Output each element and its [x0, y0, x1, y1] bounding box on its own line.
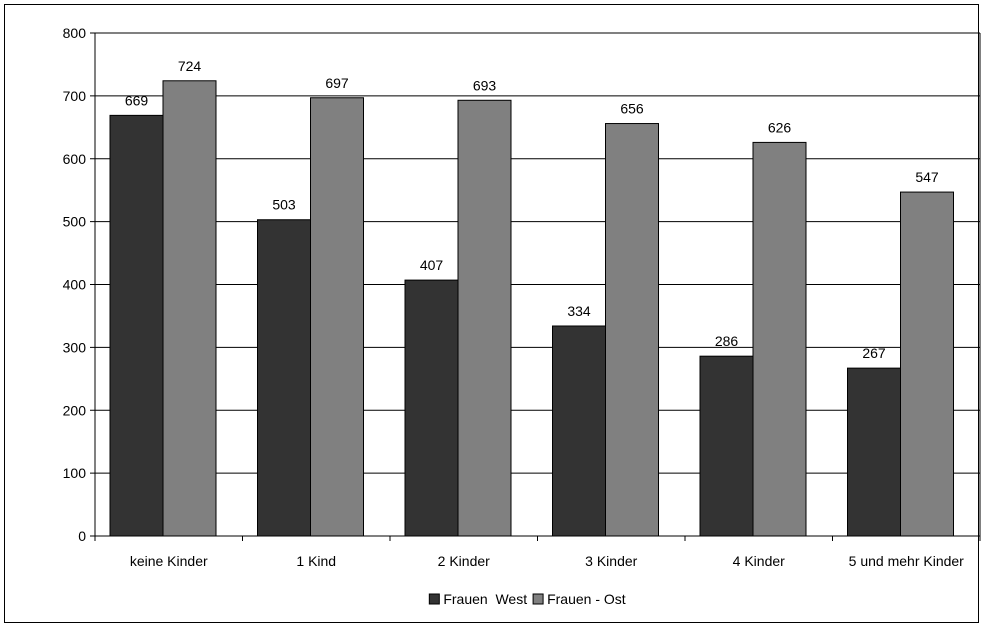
x-tick-label: 5 und mehr Kinder	[849, 553, 965, 569]
legend-label: Frauen West	[443, 591, 527, 607]
legend: Frauen West Frauen - Ost	[428, 591, 626, 607]
y-tick-label: 800	[63, 25, 87, 41]
bar	[847, 367, 901, 537]
data-label: 693	[473, 77, 497, 93]
bar	[605, 123, 659, 537]
y-tick-label: 200	[63, 402, 87, 418]
legend-label: Frauen - Ost	[547, 591, 626, 607]
x-tick-label: 4 Kinder	[733, 553, 785, 569]
x-tick-label: 1 Kind	[296, 553, 336, 569]
bar	[162, 80, 217, 537]
x-tick-label: 2 Kinder	[438, 553, 490, 569]
grid-lines	[95, 32, 981, 536]
y-tick-label: 100	[63, 465, 87, 481]
bar	[752, 141, 807, 537]
bar	[257, 219, 311, 537]
x-tick-label: 3 Kinder	[585, 553, 637, 569]
bars	[109, 80, 954, 537]
data-label: 286	[715, 333, 739, 349]
data-label: 626	[768, 119, 792, 135]
data-label: 503	[272, 197, 296, 213]
data-label: 697	[325, 75, 349, 91]
y-tick-label: 300	[63, 339, 87, 355]
y-tick-label: 400	[63, 277, 87, 293]
bar	[310, 97, 364, 537]
bar	[457, 99, 512, 537]
data-label: 334	[567, 303, 591, 319]
data-label: 669	[125, 92, 149, 108]
y-tick-label: 600	[63, 151, 87, 167]
data-label: 407	[420, 257, 444, 273]
data-label: 724	[178, 58, 202, 74]
legend-item: Frauen West	[428, 591, 527, 607]
y-tick-label: 700	[63, 88, 87, 104]
bar	[699, 355, 754, 537]
legend-swatch	[428, 593, 440, 605]
data-label: 267	[862, 345, 886, 361]
y-tick-label: 500	[63, 214, 87, 230]
legend-item: Frauen - Ost	[532, 591, 626, 607]
bar	[109, 114, 164, 537]
x-tick-label: keine Kinder	[130, 553, 208, 569]
y-tick-label: 0	[78, 528, 86, 544]
bar	[404, 279, 459, 537]
bar	[900, 191, 954, 537]
data-labels: 669 724 503 697 407 693 334 656 286 626 267 547	[125, 58, 939, 361]
axes: 0 100 200 300 400 500 600 700 800 keine Kinder 1 K…	[63, 25, 981, 569]
data-label: 656	[620, 101, 644, 117]
legend-swatch	[532, 593, 544, 605]
data-label: 547	[915, 169, 939, 185]
bar	[552, 325, 606, 537]
